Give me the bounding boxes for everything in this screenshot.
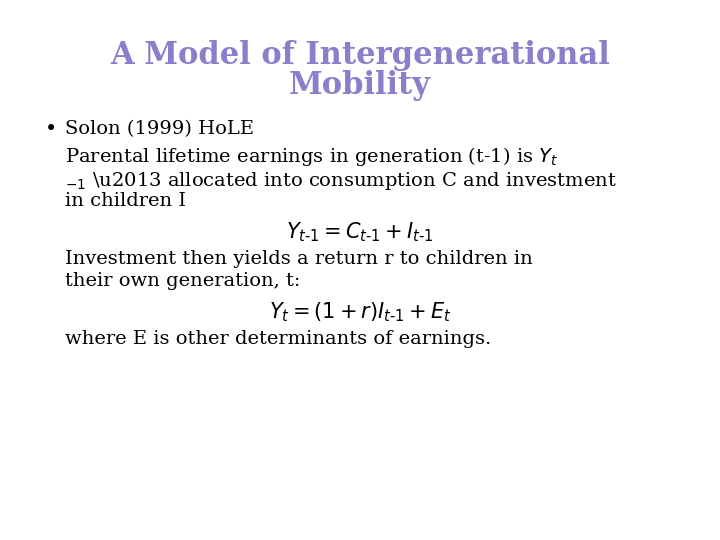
Text: Solon (1999) HoLE: Solon (1999) HoLE [65,120,254,138]
Text: their own generation, t:: their own generation, t: [65,272,300,290]
Text: •: • [45,120,58,139]
Text: $Y_t = (1+r)I_{t\text{-}1} + E_t$: $Y_t = (1+r)I_{t\text{-}1} + E_t$ [269,300,451,323]
Text: Mobility: Mobility [289,70,431,101]
Text: in children I: in children I [65,192,186,210]
Text: $Y_{t\text{-}1} = C_{t\text{-}1} + I_{t\text{-}1}$: $Y_{t\text{-}1} = C_{t\text{-}1} + I_{t\… [287,220,433,244]
Text: $_{-1}$ \u2013 allocated into consumption C and investment: $_{-1}$ \u2013 allocated into consumptio… [65,170,617,192]
Text: A Model of Intergenerational: A Model of Intergenerational [110,40,610,71]
Text: Parental lifetime earnings in generation (t-1) is $Y_t$: Parental lifetime earnings in generation… [65,145,558,168]
Text: where E is other determinants of earnings.: where E is other determinants of earning… [65,330,491,348]
Text: Investment then yields a return r to children in: Investment then yields a return r to chi… [65,250,533,268]
